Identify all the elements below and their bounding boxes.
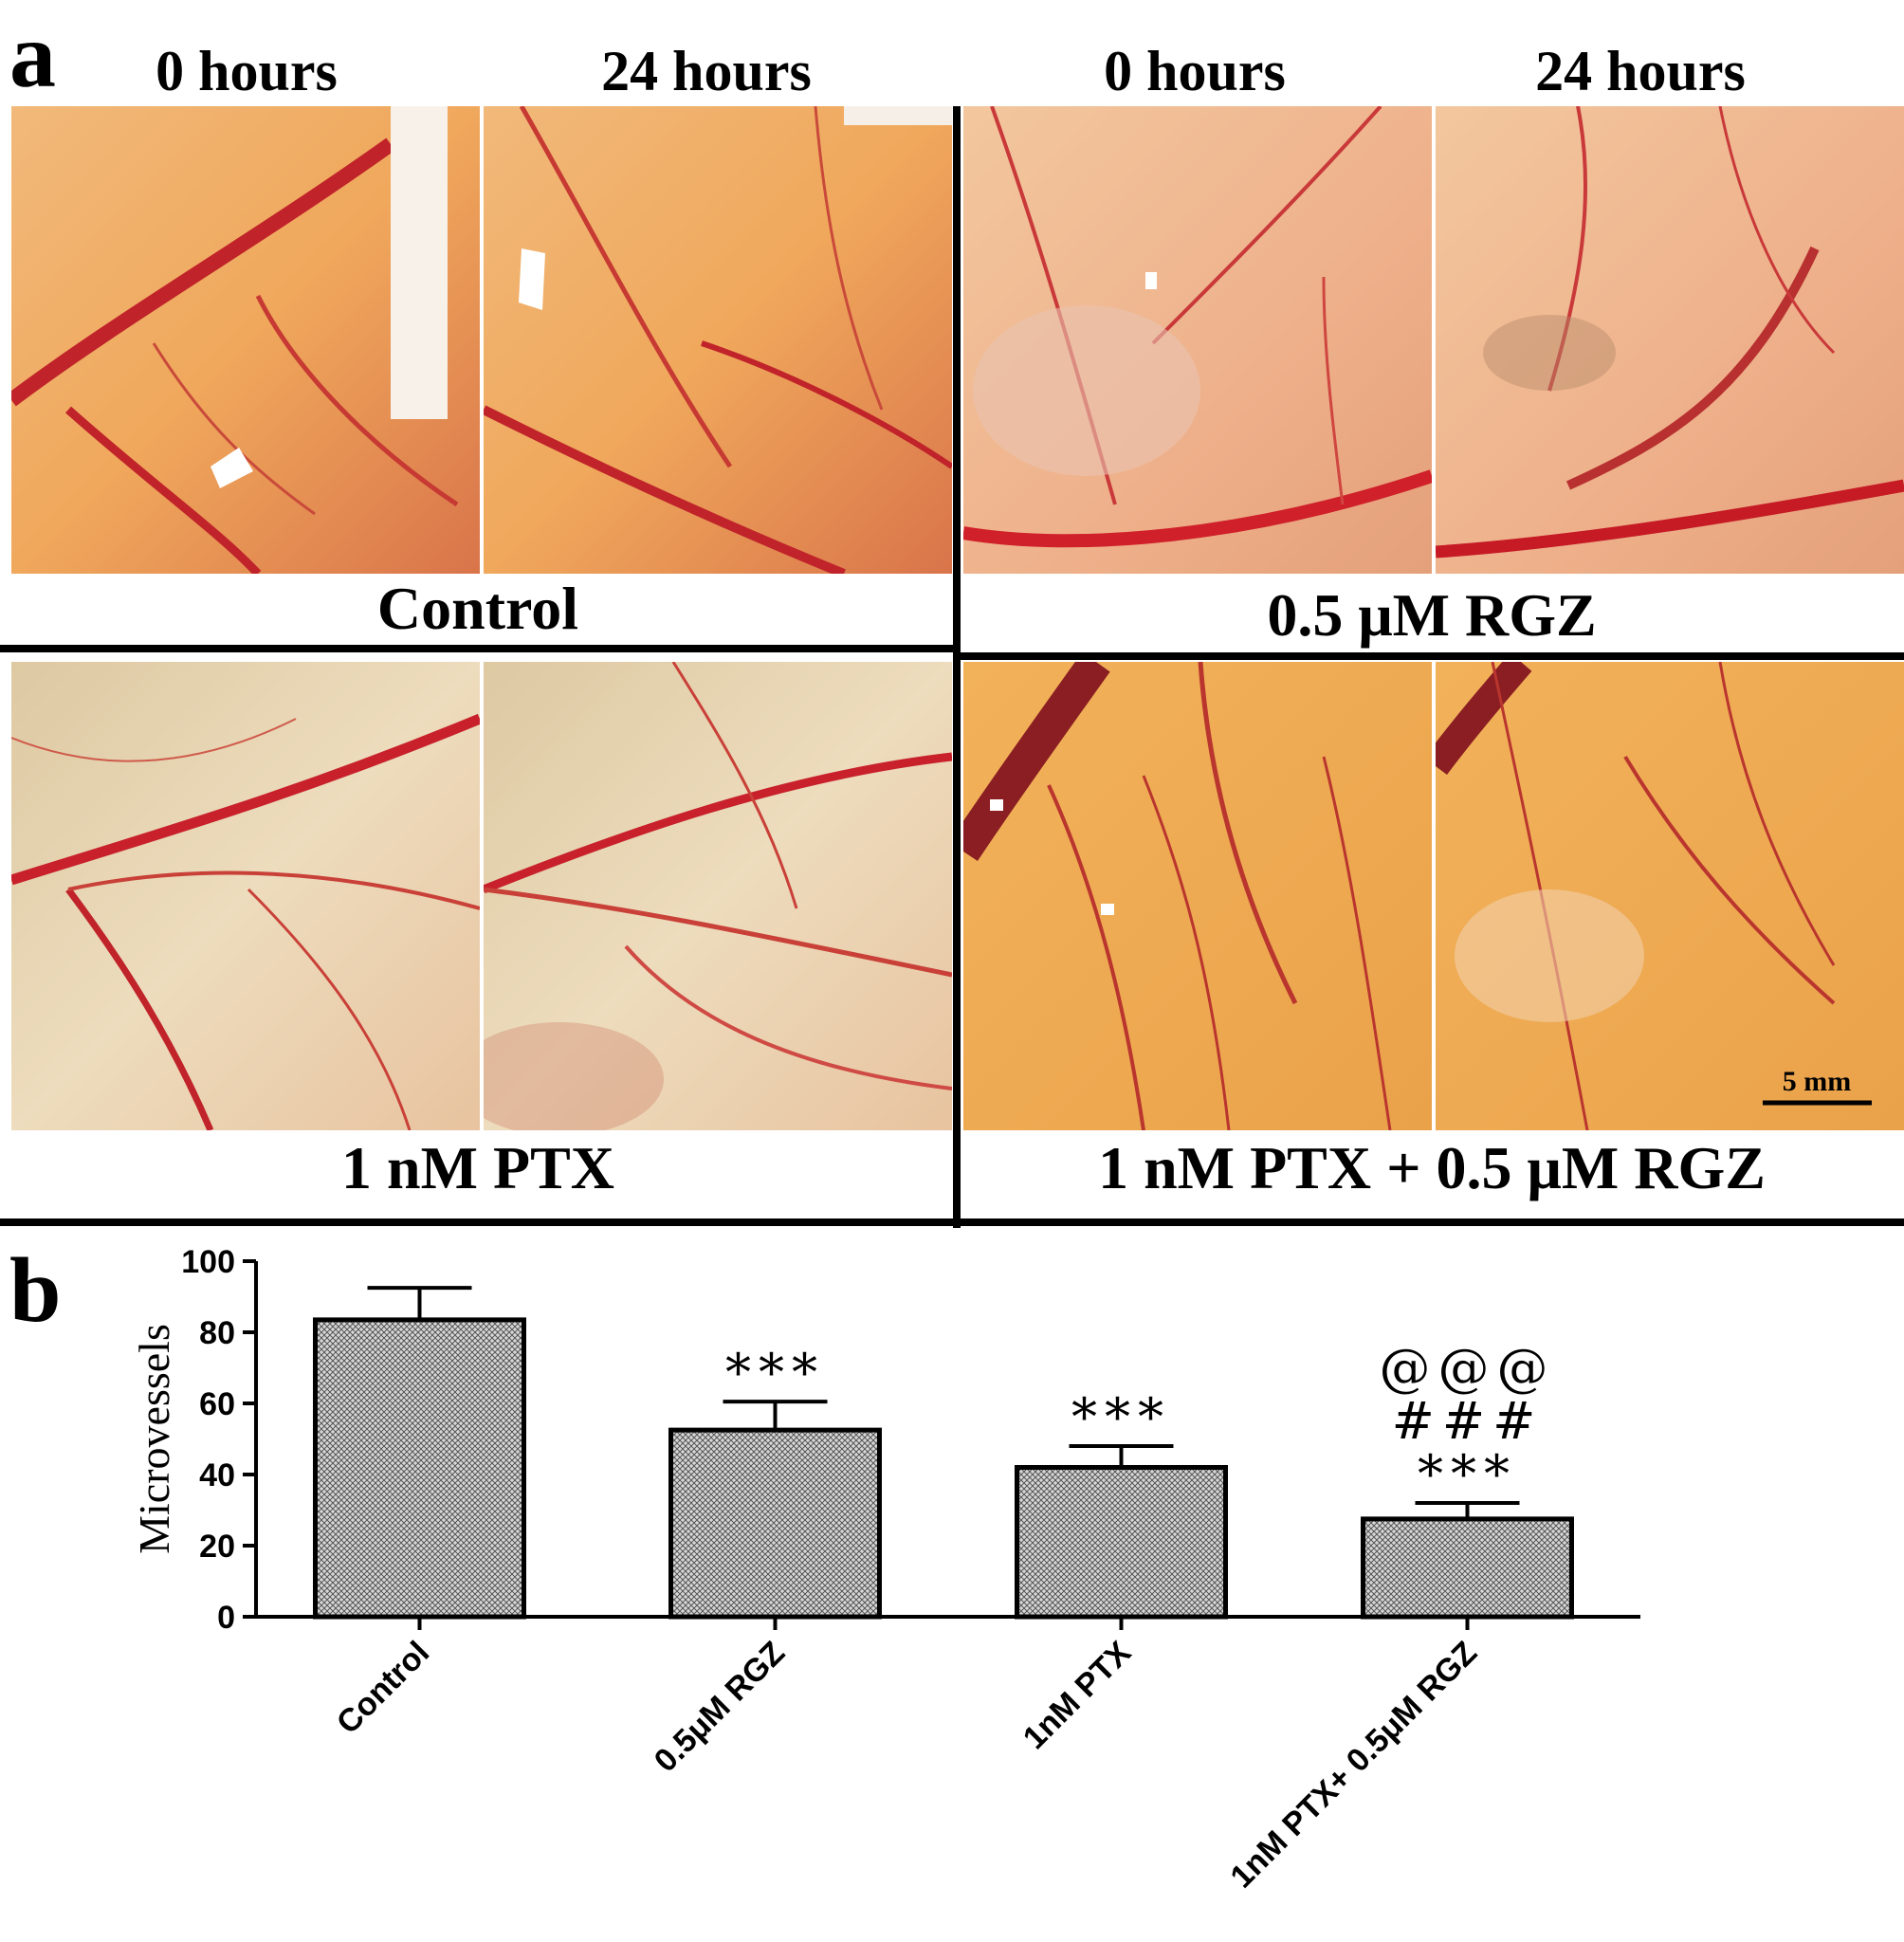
x-tick-label: 1nM PTX (1016, 1635, 1139, 1757)
y-tick-label: 40 (199, 1457, 235, 1493)
y-tick-label: 80 (199, 1315, 235, 1351)
time-label-control-24h: 24 hours (601, 40, 812, 102)
horizontal-divider-left (0, 645, 958, 652)
y-tick-label: 60 (199, 1386, 235, 1422)
time-label-rgz-24h: 24 hours (1535, 40, 1746, 102)
time-label-rgz-0h: 0 hours (1104, 40, 1286, 102)
group-label-ptx: 1 nM PTX (341, 1134, 614, 1201)
bar (313, 1317, 526, 1620)
photo-rgz-0h (963, 106, 1432, 574)
x-tick-label: Control (330, 1635, 436, 1741)
microvessels-bar-chart: 0 20 40 60 80 100 Microvessels Control 0.5μM RGZ… (130, 1244, 1640, 1896)
significance-marker: *** (1418, 1444, 1517, 1504)
y-axis-label: Microvessels (130, 1324, 178, 1554)
group-label-control: Control (376, 575, 579, 642)
panel-a-bottom-rule (0, 1218, 1904, 1226)
significance-marker: ### (1392, 1391, 1544, 1451)
vertical-divider (953, 106, 961, 1228)
photo-ptx-0h (11, 662, 480, 1130)
panel-b-letter: b (9, 1239, 62, 1342)
photo-rgz-24h (1436, 106, 1904, 574)
bar (1015, 1465, 1228, 1620)
group-label-rgz: 0.5 μM RGZ (1267, 581, 1597, 649)
bar (668, 1427, 882, 1620)
significance-marker: @@@ (1380, 1338, 1556, 1398)
x-tick-label: 0.5μM RGZ (648, 1635, 792, 1779)
significance-marker: *** (1071, 1387, 1171, 1447)
panel-a-letter: a (9, 5, 56, 107)
time-label-control-0h: 0 hours (156, 40, 338, 102)
photo-combo-0h (963, 662, 1432, 1130)
y-tick-label: 100 (181, 1244, 235, 1280)
y-tick-label: 20 (199, 1529, 235, 1565)
x-tick-label: 1nM PTX+ 0.5μM RGZ (1223, 1635, 1484, 1896)
bar (1361, 1516, 1574, 1620)
photo-control-0h (11, 106, 480, 574)
significance-marker: *** (725, 1343, 825, 1402)
photo-control-24h (484, 106, 952, 574)
horizontal-divider-right (953, 652, 1904, 660)
group-label-combo: 1 nM PTX + 0.5 μM RGZ (1098, 1134, 1766, 1201)
scale-bar-label: 5 mm (1783, 1066, 1851, 1097)
photo-combo-24h: 5 mm (1436, 662, 1904, 1130)
photo-ptx-24h (484, 662, 952, 1130)
y-tick-label: 0 (217, 1600, 235, 1636)
